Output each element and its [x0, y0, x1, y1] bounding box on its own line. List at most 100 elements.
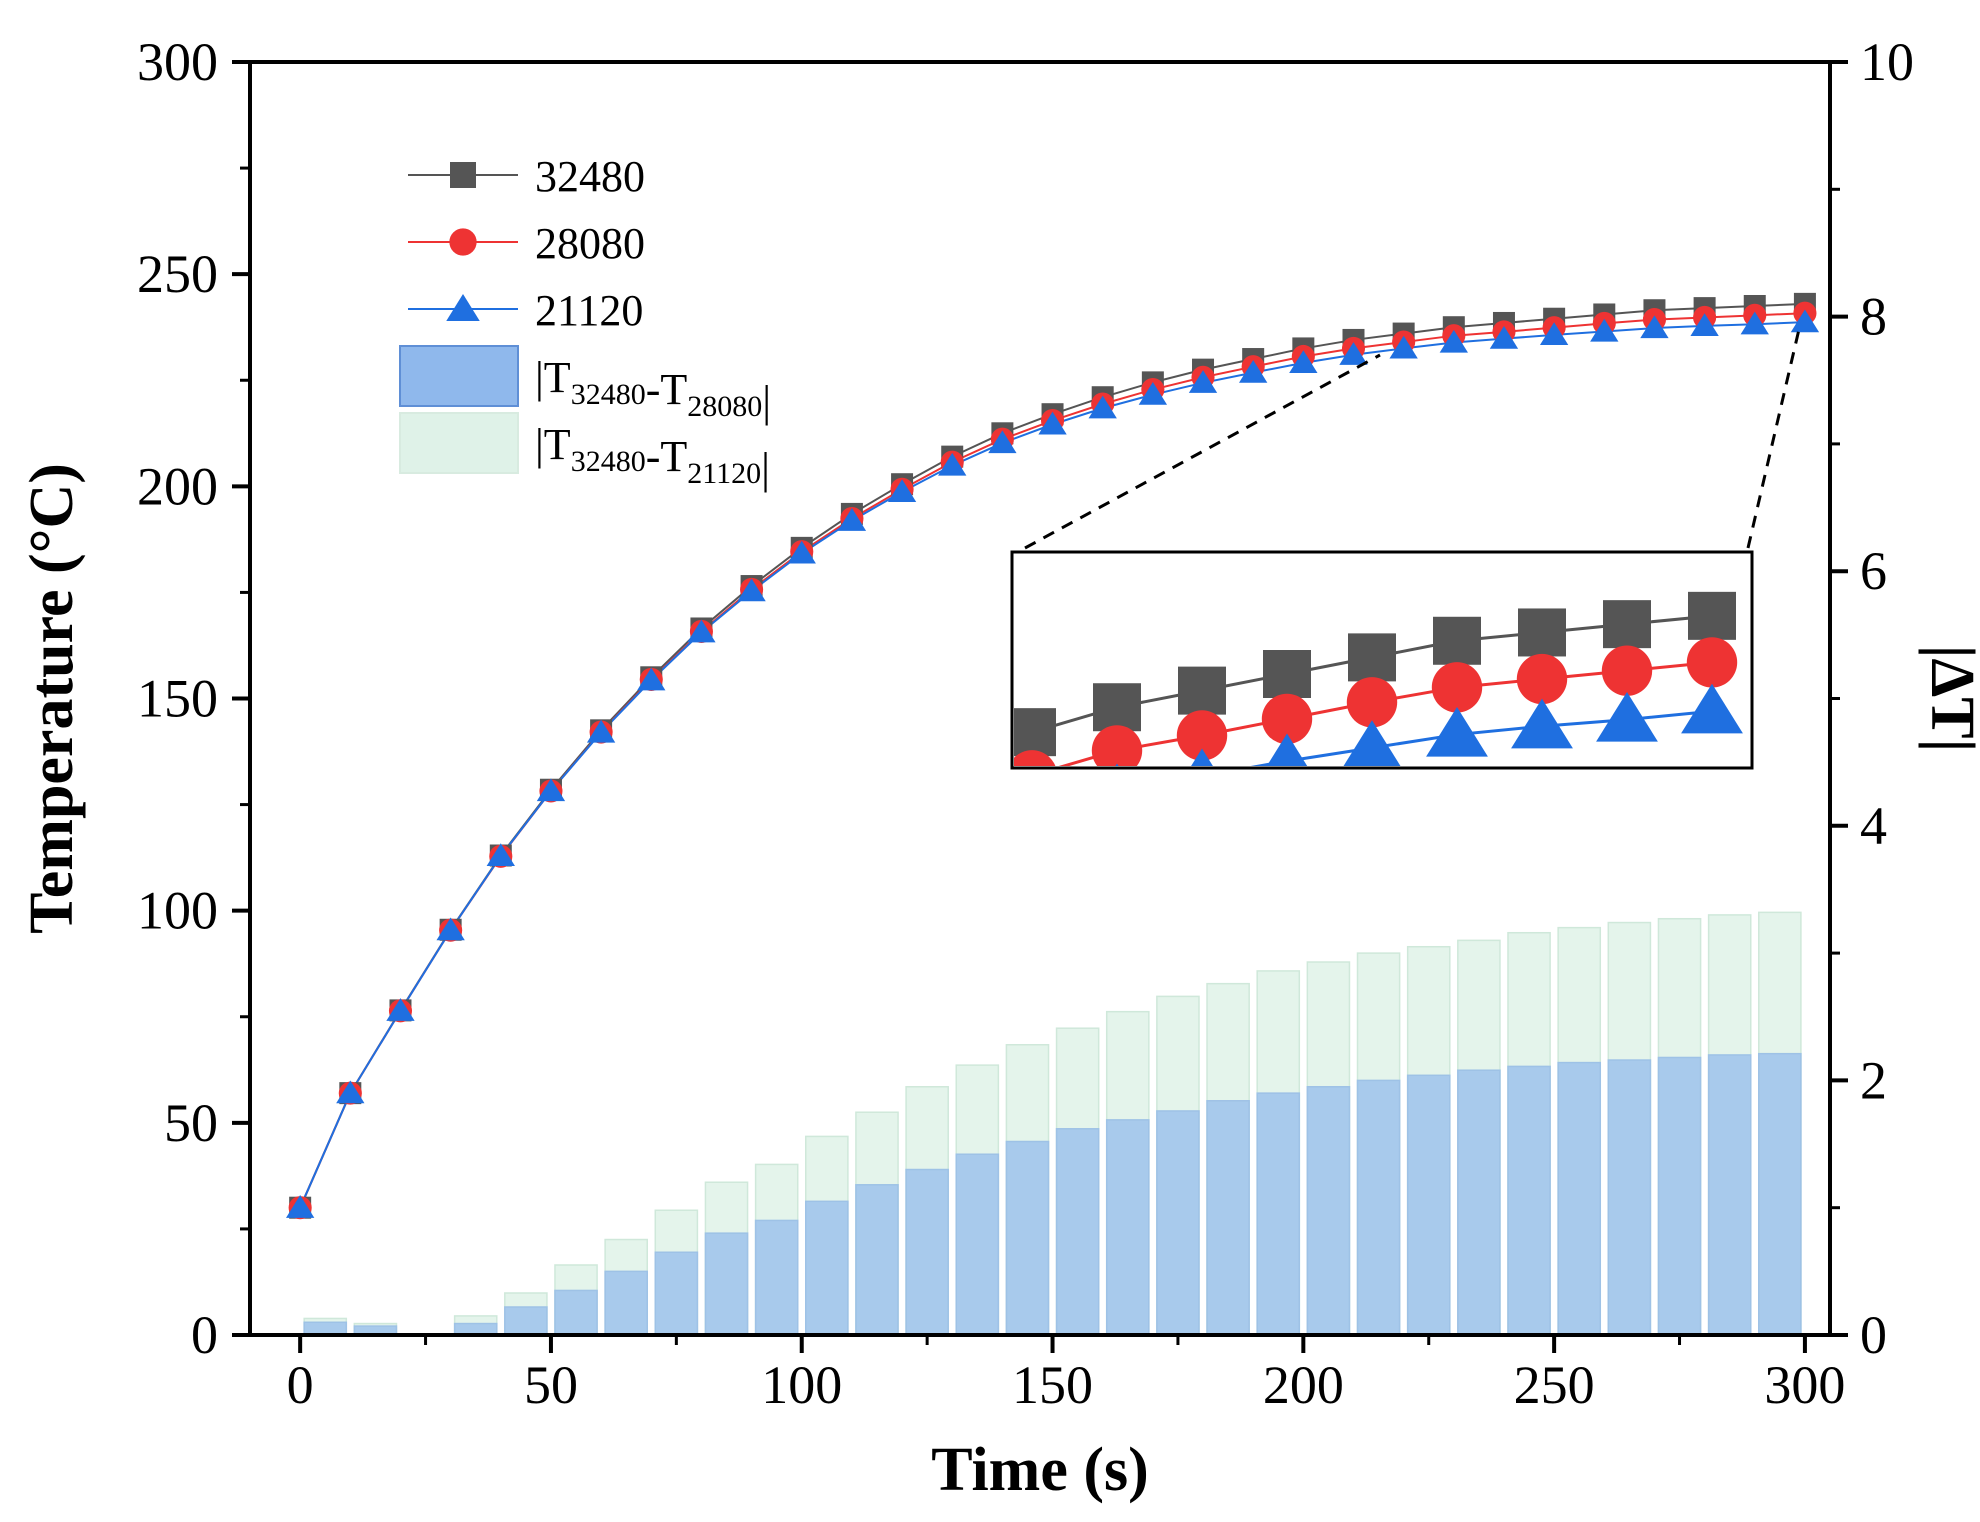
point-21120 [1389, 335, 1418, 359]
point-21120 [285, 1195, 315, 1218]
point-21120 [586, 719, 616, 743]
bar-dt-28080 [805, 1200, 849, 1336]
point-21120 [386, 998, 415, 1021]
y-right-tick-label: 4 [1860, 796, 1887, 856]
point-21120 [436, 917, 465, 941]
bar-dt-28080 [1156, 1110, 1200, 1336]
y-left-axis-title: Temperature (°C) [18, 463, 86, 934]
point-21120 [336, 1080, 365, 1104]
inset-line-32480 [1014, 614, 1713, 739]
point-21120 [938, 452, 967, 476]
inset-line-28080 [1058, 660, 1713, 766]
bar-dt-28080 [704, 1232, 749, 1336]
point-21120 [1790, 309, 1820, 333]
inset-point-28080 [1091, 725, 1143, 766]
bar-dt-28080 [855, 1184, 899, 1336]
point-21120 [1489, 326, 1519, 349]
line-layer [285, 292, 1820, 1220]
bar-dt-28080 [1356, 1079, 1401, 1336]
bar-dt-28080 [1758, 1052, 1802, 1336]
inset-point-32480 [1603, 600, 1651, 649]
inset-line-21120 [1250, 709, 1713, 766]
bar-layer [303, 911, 1802, 1336]
bar-dt-28080 [654, 1251, 699, 1336]
legend-label: |T32480-T28080| [535, 353, 771, 426]
bar-dt-28080 [604, 1270, 649, 1336]
legend-entry: 32480 [408, 152, 645, 201]
inset-point-32480 [1263, 650, 1311, 698]
inset-point-21120 [1343, 720, 1401, 766]
point-21120 [1038, 411, 1067, 435]
y-left-tick-label: 200 [137, 456, 218, 516]
inset-point-21120 [1266, 733, 1308, 766]
inset-point-28080 [1014, 750, 1056, 766]
legend-entry: |T32480-T28080| [399, 345, 771, 426]
point-21120 [1088, 395, 1117, 419]
inset-point-21120 [1191, 748, 1213, 766]
inset-point-21120 [1681, 683, 1743, 734]
point-21120 [1539, 322, 1569, 345]
point-21120 [1239, 359, 1268, 383]
inset-point-28080 [1516, 653, 1568, 705]
point-21120 [837, 508, 867, 531]
zoom-inset [1010, 324, 1802, 770]
inset-point-28080 [1176, 710, 1228, 761]
inset-plot [1014, 591, 1743, 766]
bar-dt-28080 [1657, 1056, 1702, 1336]
bar-dt-28080 [1707, 1054, 1752, 1336]
point-21120 [988, 430, 1017, 454]
bar-dt-28080 [754, 1219, 799, 1336]
bar-dt-28080 [1406, 1074, 1451, 1336]
point-21120 [1188, 370, 1218, 393]
inset-point-21120 [1426, 706, 1488, 757]
x-tick-label: 150 [1012, 1355, 1093, 1415]
point-21120 [687, 619, 716, 643]
x-tick-label: 0 [287, 1355, 314, 1415]
y-right-tick-label: 10 [1860, 32, 1914, 92]
inset-point-28080 [1431, 662, 1483, 713]
legend-marker [450, 162, 476, 188]
bar-dt-28080 [1507, 1065, 1551, 1336]
y-left-tick-label: 100 [137, 881, 218, 941]
bar-dt-28080 [1607, 1059, 1652, 1336]
y-left-tick-label: 0 [191, 1305, 218, 1365]
inset-point-28080 [1686, 637, 1738, 688]
axes: 0 50 100 150 200 250 3000501001502002503000246… [18, 32, 1980, 1504]
point-21120 [737, 578, 766, 602]
bar-dt-28080 [1557, 1061, 1602, 1336]
inset-point-32480 [1178, 666, 1226, 715]
x-axis-title: Time (s) [931, 1436, 1149, 1504]
inset-point-32480 [1014, 708, 1056, 757]
y-left-tick-label: 300 [137, 32, 218, 92]
y-right-tick-label: 2 [1860, 1050, 1887, 1110]
point-21120 [1138, 382, 1168, 405]
inset-point-32480 [1688, 591, 1736, 640]
bar-dt-28080 [905, 1168, 949, 1336]
bar-dt-28080 [1457, 1069, 1501, 1336]
point-21120 [1289, 350, 1318, 373]
point-21120 [1439, 329, 1468, 353]
x-tick-label: 50 [524, 1355, 578, 1415]
y-right-axis-title: |ΔT| [1918, 645, 1980, 753]
legend: 32480 28080 21120 |T32480-T28080||T32480-T2… [399, 152, 771, 493]
x-tick-label: 250 [1514, 1355, 1595, 1415]
bar-dt-28080 [1206, 1100, 1250, 1336]
bar-dt-28080 [1306, 1086, 1351, 1336]
point-21120 [787, 540, 816, 564]
inset-point-32480 [1093, 683, 1141, 732]
y-right-tick-label: 6 [1860, 541, 1887, 601]
y-left-tick-label: 50 [164, 1093, 218, 1153]
legend-label: 28080 [535, 219, 645, 268]
bar-dt-28080 [554, 1289, 598, 1336]
legend-swatch [399, 345, 519, 407]
inset-point-32480 [1348, 633, 1396, 682]
x-tick-label: 200 [1263, 1355, 1344, 1415]
bar-dt-28080 [1256, 1092, 1301, 1336]
point-21120 [1339, 342, 1368, 365]
x-tick-label: 300 [1764, 1355, 1845, 1415]
inset-point-28080 [1601, 645, 1653, 696]
legend-label: |T32480-T21120| [535, 420, 770, 493]
bar-dt-28080 [504, 1306, 548, 1336]
inset-point-21120 [1115, 763, 1119, 766]
